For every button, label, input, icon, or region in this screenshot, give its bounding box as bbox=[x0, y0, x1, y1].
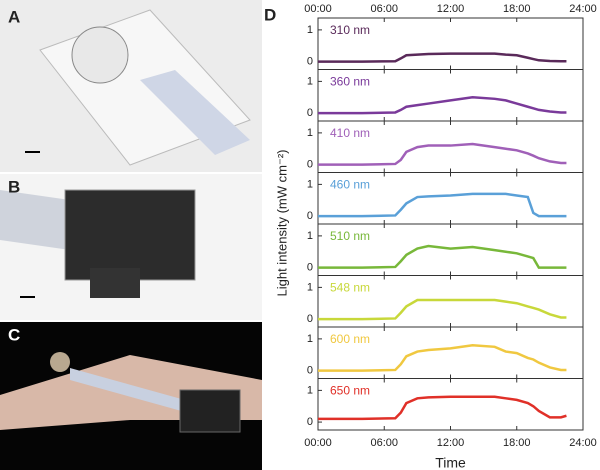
y-tick-label: 0 bbox=[307, 158, 313, 170]
ribbon-cable bbox=[0, 190, 70, 250]
x-axis-label: Time bbox=[435, 455, 466, 470]
y-axis-label: Light intensity (mW cm⁻²) bbox=[274, 150, 289, 297]
sensor bbox=[50, 352, 70, 372]
x-tick-label: 18:00 bbox=[503, 437, 531, 449]
ribbon-cable bbox=[70, 368, 185, 412]
panel-label: C bbox=[8, 325, 20, 344]
panel-label: B bbox=[8, 177, 20, 196]
y-tick-label: 1 bbox=[307, 384, 313, 396]
series-label: 360 nm bbox=[330, 75, 370, 89]
x-tick-label: 00:00 bbox=[304, 3, 332, 15]
y-tick-label: 1 bbox=[307, 178, 313, 190]
series-label: 460 nm bbox=[330, 178, 370, 192]
y-tick-label: 1 bbox=[307, 75, 313, 87]
circuit-board bbox=[179, 389, 241, 433]
data-line bbox=[318, 244, 567, 269]
x-tick-label: 24:00 bbox=[569, 3, 597, 15]
series-label: 310 nm bbox=[330, 23, 370, 37]
panel-label: D bbox=[264, 5, 276, 24]
series-label: 510 nm bbox=[330, 229, 370, 243]
circuit-board bbox=[64, 189, 196, 281]
y-tick-label: 0 bbox=[307, 210, 313, 222]
y-tick-label: 0 bbox=[307, 313, 313, 325]
x-tick-label: 24:00 bbox=[569, 437, 597, 449]
data-line bbox=[318, 298, 567, 321]
data-line bbox=[318, 52, 567, 63]
data-line bbox=[318, 142, 567, 166]
strap bbox=[90, 268, 140, 298]
y-tick-label: 1 bbox=[307, 230, 313, 242]
y-tick-label: 0 bbox=[307, 107, 313, 119]
y-tick-label: 0 bbox=[307, 261, 313, 273]
x-tick-label: 06:00 bbox=[370, 437, 398, 449]
y-tick-label: 1 bbox=[307, 281, 313, 293]
x-tick-label: 06:00 bbox=[370, 3, 398, 15]
series-label: 410 nm bbox=[330, 126, 370, 140]
panel-label: A bbox=[8, 7, 20, 26]
y-tick-label: 0 bbox=[307, 416, 313, 428]
y-tick-label: 1 bbox=[307, 127, 313, 139]
data-line bbox=[318, 343, 567, 372]
sensor-head bbox=[71, 26, 129, 84]
y-tick-label: 1 bbox=[307, 333, 313, 345]
data-line bbox=[318, 192, 567, 218]
y-tick-label: 0 bbox=[307, 55, 313, 67]
data-line bbox=[318, 95, 567, 115]
data-line bbox=[318, 395, 567, 421]
ribbon-cable bbox=[140, 70, 250, 155]
y-tick-label: 1 bbox=[307, 24, 313, 36]
y-tick-label: 0 bbox=[307, 364, 313, 376]
series-label: 650 nm bbox=[330, 384, 370, 398]
series-label: 548 nm bbox=[330, 281, 370, 295]
x-tick-label: 18:00 bbox=[503, 3, 531, 15]
x-tick-label: 12:00 bbox=[437, 3, 465, 15]
series-label: 600 nm bbox=[330, 332, 370, 346]
x-tick-label: 12:00 bbox=[437, 437, 465, 449]
x-tick-label: 00:00 bbox=[304, 437, 332, 449]
